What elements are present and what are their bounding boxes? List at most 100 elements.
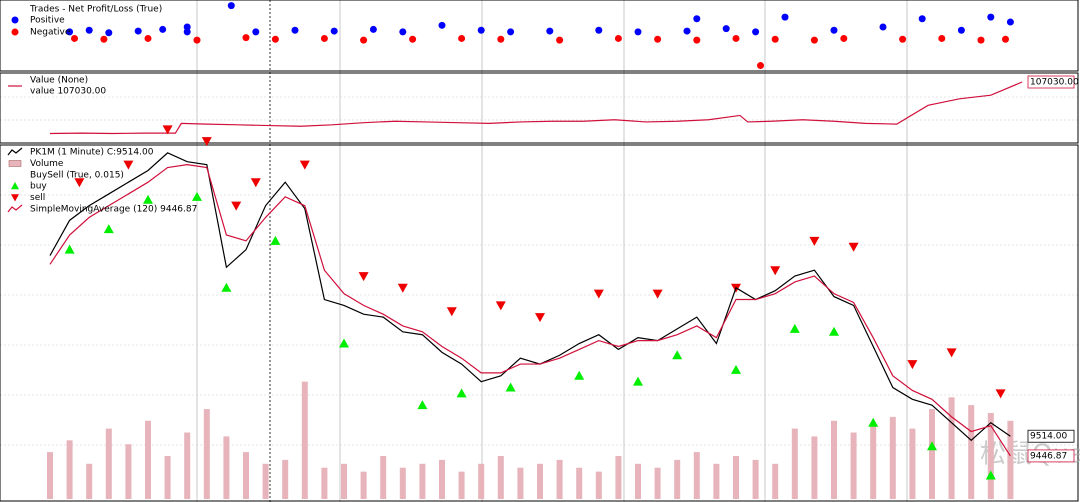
volume-bar xyxy=(47,452,53,499)
volume-bar xyxy=(772,463,779,499)
signal-marker xyxy=(505,382,516,392)
volume-bar xyxy=(243,452,249,499)
signal-marker xyxy=(907,360,918,370)
volume-bar xyxy=(419,463,426,499)
trade-dot xyxy=(840,34,848,42)
volume-bar xyxy=(262,463,269,499)
volume-bar xyxy=(145,420,151,499)
signal-marker xyxy=(192,191,202,201)
signal-marker xyxy=(574,370,585,380)
volume-bar xyxy=(693,452,700,499)
volume-bar xyxy=(654,467,661,499)
signal-marker xyxy=(446,307,457,317)
last-value-box xyxy=(1027,429,1075,443)
trade-dot xyxy=(71,34,78,42)
signal-marker xyxy=(250,178,261,188)
signal-marker xyxy=(809,236,820,246)
trade-dot xyxy=(409,35,417,43)
signal-marker xyxy=(731,364,741,374)
trade-dot xyxy=(614,34,622,42)
legend-label: SimpleMovingAverage (120) 9446.87 xyxy=(30,205,197,215)
volume-bar xyxy=(380,455,387,499)
trade-dot xyxy=(693,36,701,44)
legend-swatch xyxy=(7,147,23,156)
legend-swatch xyxy=(8,160,22,167)
signal-marker xyxy=(64,244,75,254)
panel-frame xyxy=(0,72,1079,144)
volume-bar xyxy=(478,463,485,499)
volume-bar xyxy=(948,397,955,499)
signal-marker xyxy=(535,313,545,323)
volume-bar xyxy=(889,416,896,499)
signal-marker xyxy=(672,350,683,360)
trade-dot xyxy=(242,34,250,42)
trade-dot xyxy=(66,28,74,36)
signal-marker xyxy=(123,160,134,170)
volume-bar xyxy=(556,459,563,499)
signal-marker xyxy=(995,389,1006,399)
volume-bar xyxy=(987,412,994,499)
panel-frame xyxy=(0,144,1079,502)
last-value-label: 107030.00 xyxy=(1030,78,1079,88)
volume-bar xyxy=(517,467,524,499)
legend-title: Trades - Net Profit/Loss (True) xyxy=(29,5,162,15)
volume-bar xyxy=(870,424,877,499)
signal-marker xyxy=(270,235,281,245)
trade-dot xyxy=(683,27,691,35)
signal-marker xyxy=(985,470,996,480)
signal-marker xyxy=(358,272,369,282)
trade-dot xyxy=(546,27,554,35)
volume-bar xyxy=(399,467,406,499)
trade-dot xyxy=(879,23,887,31)
volume-bar xyxy=(223,436,230,499)
trade-dot xyxy=(458,34,466,42)
legend-label: Volume xyxy=(30,159,64,169)
legend-title: Value (None) xyxy=(30,76,88,86)
volume-bar xyxy=(301,381,308,499)
signal-marker xyxy=(456,388,467,398)
trade-dot xyxy=(330,27,338,35)
volume-bar xyxy=(576,467,583,499)
trade-dot xyxy=(722,25,730,33)
trade-dot xyxy=(100,35,108,43)
trade-dot xyxy=(556,36,564,44)
trade-dot xyxy=(144,34,152,42)
trade-dot xyxy=(830,26,838,34)
signal-marker xyxy=(829,326,839,336)
signal-marker xyxy=(339,338,349,348)
last-value-label: 9446.87 xyxy=(1030,451,1067,461)
volume-bar xyxy=(595,471,602,499)
signal-marker xyxy=(946,348,957,358)
trade-dot xyxy=(399,28,407,36)
trade-dot xyxy=(497,35,505,43)
legend-label: value 107030.00 xyxy=(30,87,106,97)
series-line xyxy=(49,81,1023,135)
legend-label: PK1M (1 Minute) C:9514.00 xyxy=(30,148,154,158)
trade-dot xyxy=(360,36,368,44)
trade-dot xyxy=(977,36,985,44)
legend-swatch xyxy=(11,194,19,202)
trade-dot xyxy=(1006,18,1014,26)
series-line xyxy=(49,152,1011,442)
signal-marker xyxy=(299,160,310,170)
trade-dot xyxy=(183,23,191,31)
trade-dot xyxy=(654,35,662,43)
signal-marker xyxy=(770,266,781,276)
trade-dot xyxy=(752,28,760,36)
volume-bar xyxy=(968,405,975,499)
signal-marker xyxy=(848,242,859,252)
trade-dot xyxy=(781,13,789,21)
legend-swatch xyxy=(11,182,19,190)
trade-dot xyxy=(193,36,201,44)
volume-bar xyxy=(125,444,132,499)
trade-dot xyxy=(1002,35,1009,43)
trade-dot xyxy=(271,35,279,43)
signal-marker xyxy=(417,400,428,410)
volume-bar xyxy=(752,459,759,499)
volume-bar xyxy=(850,432,857,499)
signal-marker xyxy=(633,376,643,386)
legend-swatch xyxy=(7,204,23,213)
trade-dot xyxy=(918,15,926,23)
